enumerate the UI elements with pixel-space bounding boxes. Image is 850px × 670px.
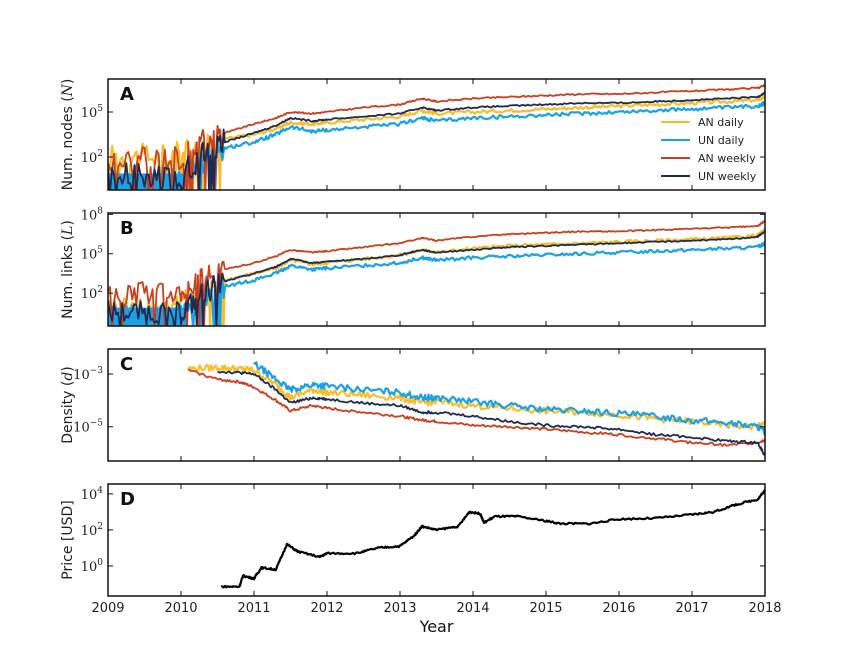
x-tick-label: 2014 xyxy=(456,601,489,616)
x-tick-label: 2011 xyxy=(237,601,270,616)
y-tick-label: 102 xyxy=(81,149,103,166)
x-axis-label: Year xyxy=(419,617,454,636)
axes-frame xyxy=(107,483,766,597)
y-axis-label: Num. nodes (N) xyxy=(60,79,76,191)
series-line-an-weekly xyxy=(108,84,765,190)
panel-letter: D xyxy=(120,489,135,510)
panel-letter: C xyxy=(120,354,133,375)
x-tick-label: 2010 xyxy=(164,601,197,616)
y-axis-label: Price [USD] xyxy=(60,500,76,579)
y-tick-label: 104 xyxy=(81,486,104,503)
x-tick-label: 2013 xyxy=(383,601,416,616)
axes-frame xyxy=(107,212,766,327)
legend: AN daily UN daily AN weekly UN weekly xyxy=(661,116,757,183)
axes-frame xyxy=(107,348,766,462)
series-group xyxy=(108,219,765,326)
series-line-un-weekly xyxy=(108,230,765,326)
legend-label: AN daily xyxy=(698,116,744,129)
legend-label: UN weekly xyxy=(698,170,757,183)
series-line-an-weekly xyxy=(108,219,765,326)
y-tick-label: 102 xyxy=(81,285,103,302)
x-tick-label: 2017 xyxy=(675,601,708,616)
series-line-price xyxy=(220,489,765,589)
legend-label: AN weekly xyxy=(698,152,756,165)
series-line-un-weekly xyxy=(217,370,765,457)
y-tick-label: 10−5 xyxy=(73,419,103,436)
panel-a: 102 105 Num. nodes (N) A xyxy=(60,78,766,191)
series-group xyxy=(220,489,765,589)
y-axis-label: Density (d) xyxy=(60,366,76,444)
x-tick-label: 2015 xyxy=(529,601,562,616)
panel-b: 102 105 108 Num. links (L) B xyxy=(60,206,766,327)
x-tick-label: 2009 xyxy=(91,601,124,616)
panel-d: 2009 2010 2011 2012 2013 2014 2015 2016 2017 2018… xyxy=(60,483,782,616)
series-group xyxy=(108,84,765,190)
axes-frame xyxy=(107,78,766,191)
y-tick-label: 105 xyxy=(81,104,104,121)
series-line-an-daily xyxy=(187,363,765,431)
x-tick-label: 2012 xyxy=(310,601,343,616)
x-tick-label: 2018 xyxy=(748,601,781,616)
series-line-un-weekly xyxy=(108,91,765,190)
series-line-un-daily xyxy=(108,100,765,190)
legend-label: UN daily xyxy=(698,134,745,147)
y-tick-label: 100 xyxy=(81,558,104,575)
y-tick-label: 108 xyxy=(81,206,104,223)
panel-letter: B xyxy=(120,218,134,239)
y-tick-label: 102 xyxy=(81,522,103,539)
y-axis-label: Num. links (L) xyxy=(60,220,76,319)
x-tick-label: 2016 xyxy=(602,601,635,616)
series-line-un-daily xyxy=(253,361,765,436)
panel-letter: A xyxy=(120,84,134,105)
y-tick-label: 105 xyxy=(81,246,104,263)
series-line-an-weekly xyxy=(187,368,765,447)
y-tick-label: 10−3 xyxy=(73,366,103,383)
series-group xyxy=(187,361,765,457)
